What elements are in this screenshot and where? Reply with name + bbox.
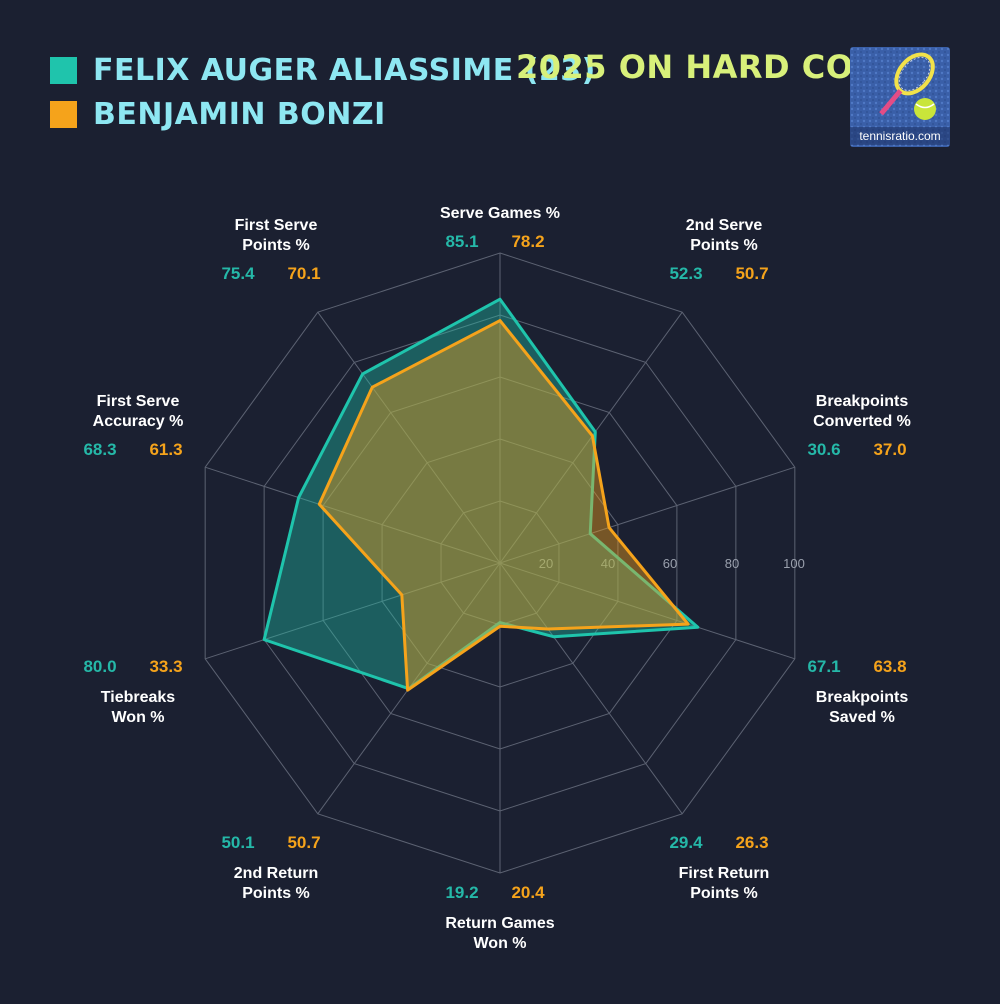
value-label-player-1: 52.3	[669, 264, 702, 283]
value-label-player-1: 80.0	[83, 657, 116, 676]
axis-label: Breakpoints Converted %	[813, 393, 911, 430]
axis-label-line: First Return	[679, 865, 770, 882]
grid-spoke	[499, 311, 683, 564]
axis-label: 2nd Return Points %	[234, 865, 318, 902]
series-area-1	[262, 297, 700, 691]
axis-label-line: Points %	[690, 885, 758, 902]
tennisratio-logo[interactable]: tennisratio.com	[850, 47, 950, 147]
value-label-player-1: 75.4	[221, 264, 255, 283]
axis-label-line: Accuracy %	[93, 413, 184, 430]
axis-label-line: First Serve	[235, 217, 318, 234]
axis-label: Return Games Won %	[445, 915, 554, 952]
legend-label-player-1: FELIX AUGER ALIASSIME (23)	[93, 52, 596, 88]
tick-label: 20	[539, 556, 553, 571]
grid-spoke	[205, 562, 501, 660]
legend-swatch-player-2	[50, 100, 77, 128]
grid-spoke	[205, 466, 501, 564]
value-label-player-2: 61.3	[149, 440, 182, 459]
axis-label-line: Breakpoints	[816, 689, 909, 706]
axis-label: Serve Games %	[440, 205, 560, 222]
axis-label-line: Points %	[690, 237, 758, 254]
value-label-player-1: 19.2	[445, 883, 478, 902]
axis-label-line: Won %	[111, 709, 164, 726]
logo-text: tennisratio.com	[850, 127, 950, 145]
axis-label-line: Serve Games %	[440, 205, 560, 222]
tick-label: 80	[725, 556, 739, 571]
value-label-player-2: 26.3	[735, 833, 768, 852]
axis-label-line: Points %	[242, 885, 310, 902]
value-label-player-2: 20.4	[511, 883, 545, 902]
legend-item-player-1: FELIX AUGER ALIASSIME (23)	[50, 48, 596, 92]
axis-label: First Serve Points %	[235, 217, 318, 254]
axis-label-line: Breakpoints	[816, 393, 909, 410]
axis-label-line: 2nd Return	[234, 865, 318, 882]
axis-label: First Serve Accuracy %	[93, 393, 184, 430]
legend-swatch-player-1	[50, 56, 77, 84]
axis-label: 2nd Serve Points %	[686, 217, 763, 254]
value-label-player-1: 68.3	[83, 440, 116, 459]
value-label-player-2: 37.0	[873, 440, 906, 459]
value-label-player-2: 70.1	[287, 264, 320, 283]
value-label-player-1: 67.1	[807, 657, 840, 676]
value-label-player-1: 85.1	[445, 232, 478, 251]
axis-label: Breakpoints Saved %	[816, 689, 909, 726]
legend-label-player-2: BENJAMIN BONZI	[93, 96, 386, 132]
axis-label: Tiebreaks Won %	[101, 689, 176, 726]
value-label-player-2: 78.2	[511, 232, 544, 251]
legend-item-player-2: BENJAMIN BONZI	[50, 92, 596, 136]
grid-spoke	[499, 466, 795, 564]
value-label-player-1: 30.6	[807, 440, 840, 459]
tick-label: 100	[783, 556, 805, 571]
grid-spoke	[317, 311, 501, 564]
value-label-player-1: 29.4	[669, 833, 703, 852]
value-label-player-1: 50.1	[221, 833, 254, 852]
legend: FELIX AUGER ALIASSIME (23) BENJAMIN BONZ…	[50, 48, 596, 136]
grid-spoke	[499, 562, 795, 660]
tick-label: 40	[601, 556, 615, 571]
series-area-2	[317, 319, 690, 692]
value-label-player-2: 50.7	[287, 833, 320, 852]
axis-label: First Return Points %	[679, 865, 770, 902]
axis-label-line: Won %	[473, 935, 526, 952]
axis-label-line: Tiebreaks	[101, 689, 176, 706]
axis-label-line: Return Games	[445, 915, 554, 932]
axis-label-line: First Serve	[97, 393, 180, 410]
axis-label-line: Points %	[242, 237, 310, 254]
axis-label-line: Saved %	[829, 709, 895, 726]
axis-label-line: 2nd Serve	[686, 217, 763, 234]
grid-spoke	[499, 562, 683, 815]
value-label-player-2: 33.3	[149, 657, 182, 676]
axis-label-line: Converted %	[813, 413, 911, 430]
value-label-player-2: 50.7	[735, 264, 768, 283]
tick-label: 60	[663, 556, 677, 571]
value-label-player-2: 63.8	[873, 657, 906, 676]
